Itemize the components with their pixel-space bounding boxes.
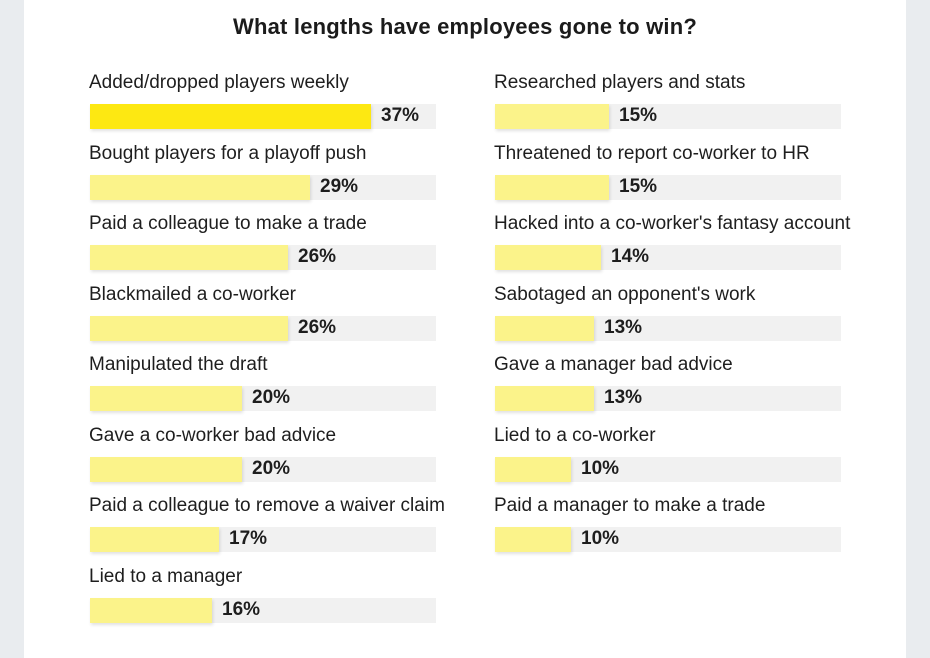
- chart-title: What lengths have employees gone to win?: [233, 14, 697, 39]
- bar: [90, 104, 371, 129]
- bar-label: Paid a colleague to make a trade: [89, 213, 367, 234]
- bar-value-label: 37%: [381, 105, 420, 126]
- bar-value-label: 14%: [611, 246, 650, 267]
- bar: [90, 527, 219, 552]
- bar: [495, 104, 609, 129]
- bar-label: Paid a manager to make a trade: [494, 495, 766, 516]
- bar-label: Manipulated the draft: [89, 354, 268, 375]
- bar-label: Gave a co-worker bad advice: [89, 424, 337, 446]
- bar: [495, 386, 594, 411]
- bar-value-label: 13%: [604, 316, 643, 338]
- bar: [495, 456, 571, 482]
- bar: [90, 315, 288, 341]
- bar: [90, 597, 212, 623]
- bar-label: Sabotaged an opponent's work: [494, 283, 756, 305]
- bar-value-label: 26%: [298, 316, 337, 338]
- bar: [90, 456, 242, 482]
- bar-label: Lied to a co-worker: [494, 424, 656, 446]
- bar-label: Paid a colleague to remove a waiver clai…: [89, 495, 445, 516]
- bar: [90, 245, 288, 270]
- bar-label: Added/dropped players weekly: [89, 72, 349, 93]
- bar: [495, 245, 601, 270]
- bar-value-label: 15%: [619, 175, 658, 197]
- bar-value-label: 15%: [619, 105, 658, 126]
- bar-label: Lied to a manager: [89, 565, 243, 587]
- bar-label: Researched players and stats: [494, 72, 746, 93]
- bar-label: Threatened to report co-worker to HR: [494, 142, 810, 164]
- bar: [495, 527, 571, 552]
- bar-value-label: 13%: [604, 387, 643, 408]
- bar: [495, 174, 609, 200]
- bar-label: Blackmailed a co-worker: [89, 283, 296, 305]
- bar-label: Bought players for a playoff push: [89, 142, 367, 164]
- bar-value-label: 10%: [581, 528, 620, 549]
- bar: [90, 386, 242, 411]
- bar-value-label: 29%: [320, 175, 359, 197]
- bar-value-label: 16%: [222, 598, 261, 620]
- bar-value-label: 10%: [581, 457, 620, 479]
- bar-value-label: 20%: [252, 387, 291, 408]
- bar-label: Hacked into a co-worker's fantasy accoun…: [494, 213, 851, 234]
- bar-value-label: 20%: [252, 457, 291, 479]
- bar-value-label: 26%: [298, 246, 337, 267]
- bar-label: Gave a manager bad advice: [494, 354, 733, 375]
- bar: [495, 315, 594, 341]
- bar: [90, 174, 310, 200]
- bar-value-label: 17%: [229, 528, 268, 549]
